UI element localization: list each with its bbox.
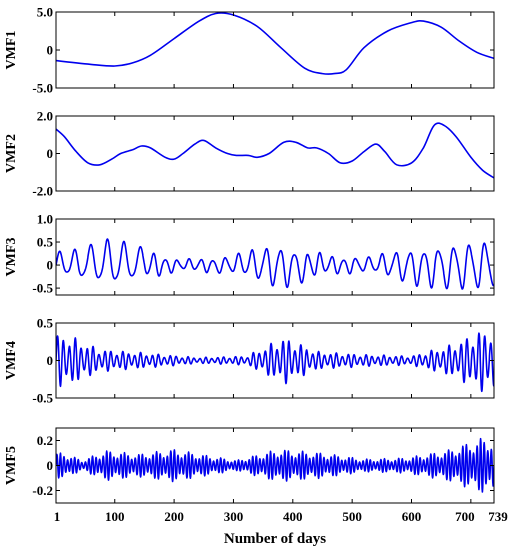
x-tick-label: 700: [455, 509, 475, 524]
x-tick-label: 300: [224, 509, 244, 524]
panel-4-series-line: [56, 332, 494, 393]
x-tick-label: 400: [283, 509, 303, 524]
panel-3-series-line: [56, 238, 494, 290]
panel-3: 1.0 0.5 0 -0.5 VMF3: [4, 212, 495, 296]
panel-2-series-line: [56, 122, 494, 179]
y-tick-label: 0.2: [37, 433, 53, 448]
y-tick-label: 1.0: [37, 212, 53, 227]
x-tick-label: 100: [105, 509, 125, 524]
x-tick-label: 200: [164, 509, 184, 524]
y-tick-label: 2.0: [37, 109, 53, 124]
panel-2-y-axis-label: VMF2: [4, 134, 19, 173]
y-tick-label: -2.0: [32, 184, 53, 199]
x-tick-label: 600: [402, 509, 422, 524]
panel-1-y-axis-label: VMF1: [4, 31, 19, 70]
panel-1-series-line: [56, 12, 494, 75]
y-tick-label: 5.0: [37, 5, 53, 20]
x-axis-label: Number of days: [224, 531, 326, 547]
panel-1-frame: [55, 11, 495, 89]
panel-1: 5.0 0 -5.0 VMF1: [4, 5, 495, 96]
y-tick-label: -0.5: [32, 391, 53, 406]
y-tick-label: -5.0: [32, 81, 53, 96]
y-tick-label: 0: [47, 458, 54, 473]
y-tick-label: 0.5: [37, 316, 54, 331]
panel-4-y-axis-label: VMF4: [4, 341, 19, 380]
panel-3-y-axis-label: VMF3: [4, 238, 19, 277]
panel-5-series-line: [56, 437, 494, 493]
panel-3-frame: [55, 218, 495, 296]
panel-5-y-axis-label: VMF5: [4, 446, 19, 485]
y-tick-label: 0: [47, 353, 54, 368]
x-tick-label: 1: [54, 509, 61, 524]
panel-5: 0.2 0 -0.2 VMF5: [4, 427, 495, 504]
y-tick-label: -0.2: [32, 483, 53, 498]
y-tick-label: -0.5: [32, 281, 53, 296]
y-tick-label: 0.5: [37, 235, 54, 250]
x-tick-label: 500: [342, 509, 362, 524]
y-tick-label: 0: [47, 43, 54, 58]
panel-2: 2.0 0 -2.0 VMF2: [4, 109, 495, 199]
y-tick-label: 0: [47, 258, 54, 273]
x-tick-label: 739: [488, 509, 508, 524]
y-tick-label: 0: [47, 146, 54, 161]
panel-4: 0.5 0 -0.5 VMF4: [4, 316, 495, 406]
